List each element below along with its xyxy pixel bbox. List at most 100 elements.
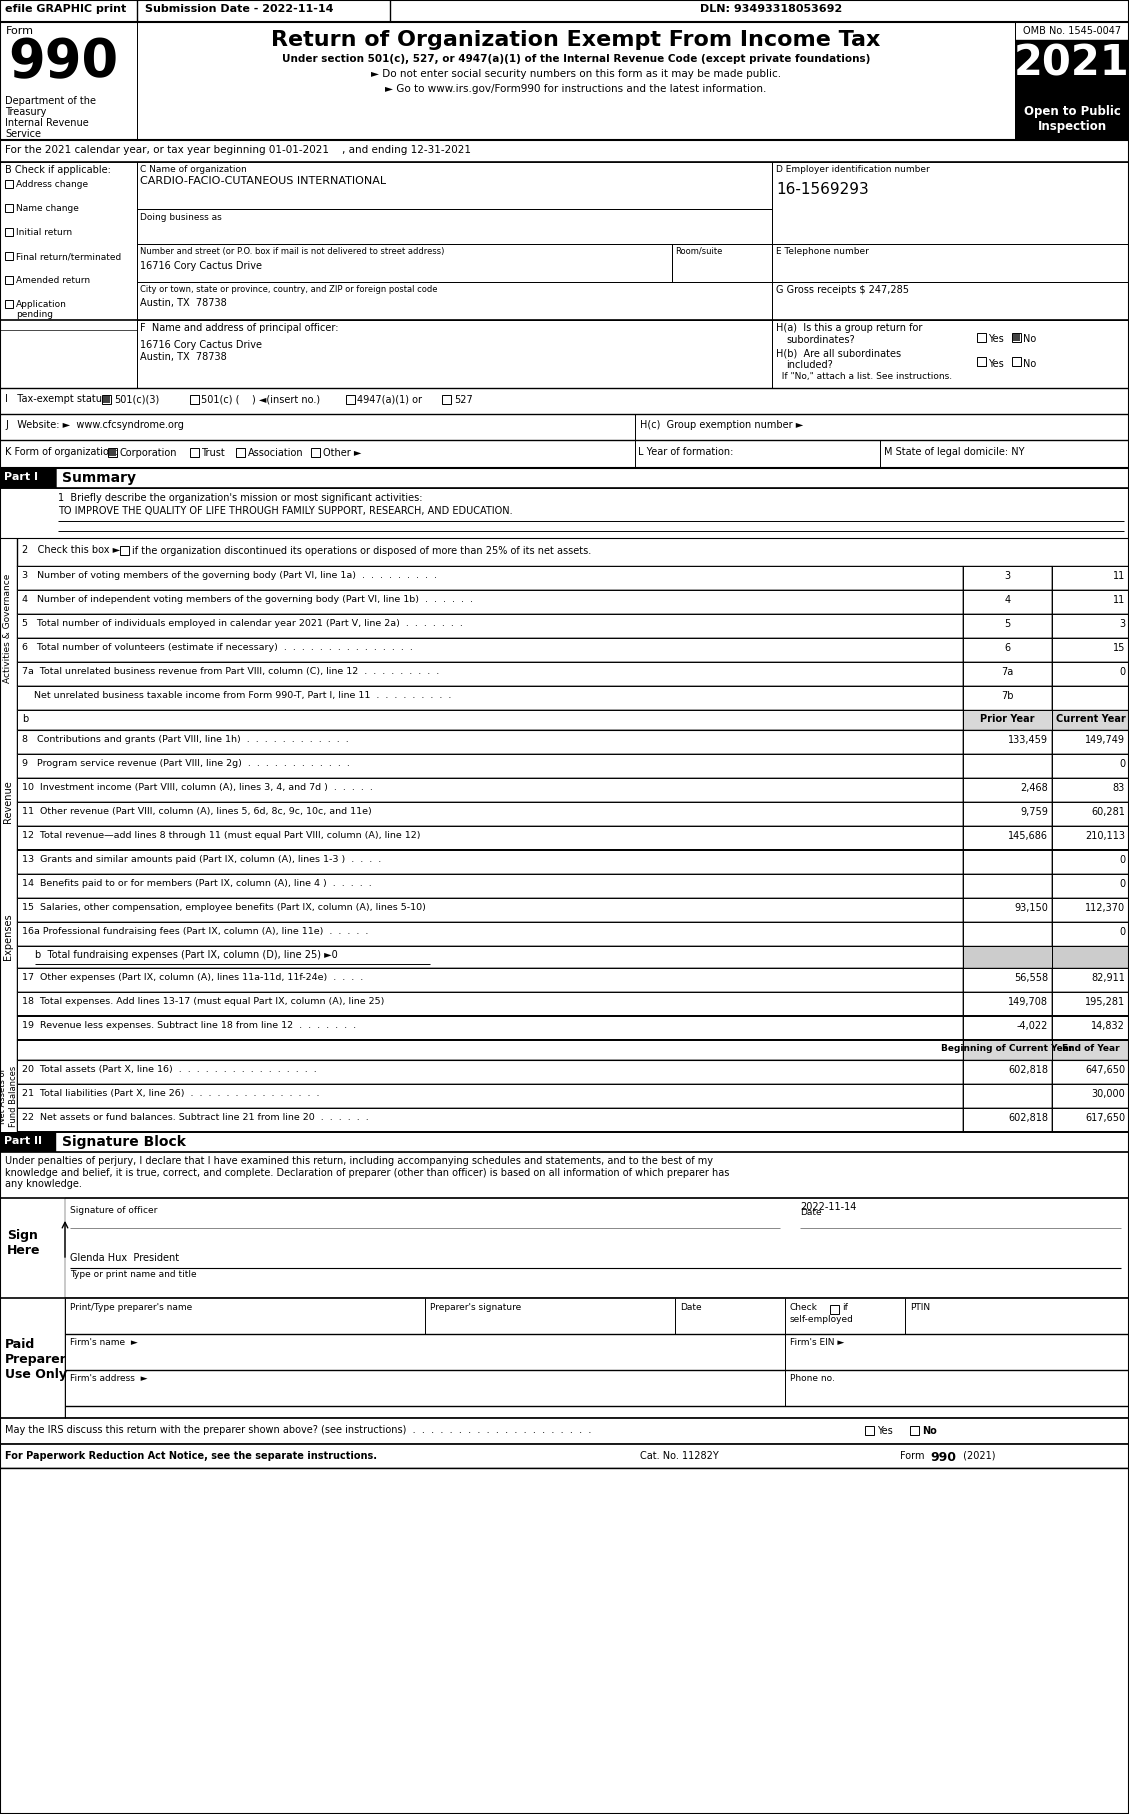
Bar (110, 450, 116, 455)
Bar (5, 229, 14, 236)
Text: Activities & Governance: Activities & Governance (3, 573, 12, 682)
Text: E Telephone number: E Telephone number (776, 247, 869, 256)
Text: 16716 Cory Cactus Drive: 16716 Cory Cactus Drive (140, 261, 262, 270)
Bar (17, 1016, 963, 1039)
Text: 56,558: 56,558 (1014, 972, 1048, 983)
Text: Service: Service (5, 129, 41, 140)
Bar (963, 969, 1052, 992)
Bar (1052, 1108, 1129, 1132)
Text: 15  Salaries, other compensation, employee benefits (Part IX, column (A), lines : 15 Salaries, other compensation, employe… (21, 903, 426, 912)
Bar (17, 1085, 963, 1108)
Text: 5   Total number of individuals employed in calendar year 2021 (Part V, line 2a): 5 Total number of individuals employed i… (21, 619, 463, 628)
Bar (137, 281, 772, 319)
Text: 22  Net assets or fund balances. Subtract line 21 from line 20  .  .  .  .  .  .: 22 Net assets or fund balances. Subtract… (21, 1114, 369, 1123)
Bar (963, 825, 1052, 851)
Text: Print/Type preparer's name: Print/Type preparer's name (70, 1302, 192, 1312)
Bar (5, 276, 14, 285)
Bar (0, 539, 17, 718)
Bar (190, 448, 199, 457)
Text: 6: 6 (1005, 642, 1010, 653)
Bar (1052, 566, 1129, 590)
Bar (0, 140, 1129, 161)
Bar (17, 709, 963, 729)
Bar (5, 203, 14, 212)
Text: If "No," attach a list. See instructions.: If "No," attach a list. See instructions… (776, 372, 952, 381)
Text: 149,708: 149,708 (1008, 998, 1048, 1007)
Bar (963, 922, 1052, 945)
Text: 4   Number of independent voting members of the governing body (Part VI, line 1b: 4 Number of independent voting members o… (21, 595, 473, 604)
Text: Under section 501(c), 527, or 4947(a)(1) of the Internal Revenue Code (except pr: Under section 501(c), 527, or 4947(a)(1)… (282, 54, 870, 63)
Text: 83: 83 (1113, 784, 1124, 793)
Text: 20  Total assets (Part X, line 16)  .  .  .  .  .  .  .  .  .  .  .  .  .  .  . : 20 Total assets (Part X, line 16) . . . … (21, 1065, 317, 1074)
Bar (1052, 1039, 1129, 1059)
Text: 617,650: 617,650 (1085, 1114, 1124, 1123)
Bar (1012, 357, 1021, 366)
Bar (1052, 945, 1129, 969)
Text: K Form of organization:: K Form of organization: (5, 446, 119, 457)
Text: subordinates?: subordinates? (786, 336, 855, 345)
Text: 0: 0 (1119, 854, 1124, 865)
Text: 16a Professional fundraising fees (Part IX, column (A), line 11e)  .  .  .  .  .: 16a Professional fundraising fees (Part … (21, 927, 368, 936)
Bar (963, 992, 1052, 1016)
Text: 527: 527 (454, 395, 473, 405)
Bar (1052, 898, 1129, 922)
Bar (17, 1059, 963, 1085)
Text: 13  Grants and similar amounts paid (Part IX, column (A), lines 1-3 )  .  .  .  : 13 Grants and similar amounts paid (Part… (21, 854, 382, 863)
Bar (0, 0, 1129, 22)
Text: 0: 0 (1119, 927, 1124, 938)
Bar (963, 1016, 1052, 1039)
Bar (1012, 334, 1021, 343)
Text: 7b: 7b (1001, 691, 1014, 700)
Text: 11: 11 (1113, 571, 1124, 580)
Text: 112,370: 112,370 (1085, 903, 1124, 912)
Bar (65, 1299, 1129, 1419)
Text: 145,686: 145,686 (1008, 831, 1048, 842)
Text: Name change: Name change (16, 203, 79, 212)
Text: City or town, state or province, country, and ZIP or foreign postal code: City or town, state or province, country… (140, 285, 438, 294)
Bar (1052, 1059, 1129, 1085)
Bar (108, 448, 117, 457)
Text: No: No (1023, 334, 1036, 345)
Text: 647,650: 647,650 (1085, 1065, 1124, 1076)
Text: Room/suite: Room/suite (675, 247, 723, 256)
Text: Date: Date (800, 1208, 822, 1217)
Text: Number and street (or P.O. box if mail is not delivered to street address): Number and street (or P.O. box if mail i… (140, 247, 445, 256)
Text: 17  Other expenses (Part IX, column (A), lines 11a-11d, 11f-24e)  .  .  .  .: 17 Other expenses (Part IX, column (A), … (21, 972, 364, 981)
Text: 602,818: 602,818 (1008, 1065, 1048, 1076)
Bar (17, 539, 1129, 566)
Text: 16-1569293: 16-1569293 (776, 181, 868, 198)
Bar (1052, 1085, 1129, 1108)
Bar (120, 546, 129, 555)
Bar (17, 755, 963, 778)
Bar (1052, 590, 1129, 613)
Text: Internal Revenue: Internal Revenue (5, 118, 89, 129)
Bar (963, 686, 1052, 709)
Bar (830, 1304, 839, 1313)
Bar (963, 945, 1052, 969)
Bar (0, 729, 17, 874)
Bar (963, 755, 1052, 778)
Text: 990: 990 (8, 36, 119, 89)
Bar (1015, 40, 1129, 102)
Bar (1052, 613, 1129, 639)
Bar (17, 662, 963, 686)
Bar (1052, 1016, 1129, 1039)
Bar (865, 1426, 874, 1435)
Text: 149,749: 149,749 (1085, 735, 1124, 746)
Bar (963, 639, 1052, 662)
Text: 0: 0 (1119, 668, 1124, 677)
Bar (65, 1197, 1129, 1299)
Text: D Employer identification number: D Employer identification number (776, 165, 930, 174)
Bar (772, 161, 1129, 245)
Bar (1013, 334, 1019, 341)
Text: Type or print name and title: Type or print name and title (70, 1270, 196, 1279)
Bar (345, 395, 355, 405)
Text: Sign
Here: Sign Here (7, 1230, 41, 1257)
Text: 82,911: 82,911 (1091, 972, 1124, 983)
Text: Net unrelated business taxable income from Form 990-T, Part I, line 11  .  .  . : Net unrelated business taxable income fr… (21, 691, 452, 700)
Bar (17, 992, 963, 1016)
Text: Firm's address  ►: Firm's address ► (70, 1373, 148, 1382)
Text: J   Website: ►  www.cfcsyndrome.org: J Website: ► www.cfcsyndrome.org (5, 421, 184, 430)
Bar (0, 468, 56, 488)
Text: No: No (922, 1426, 937, 1437)
